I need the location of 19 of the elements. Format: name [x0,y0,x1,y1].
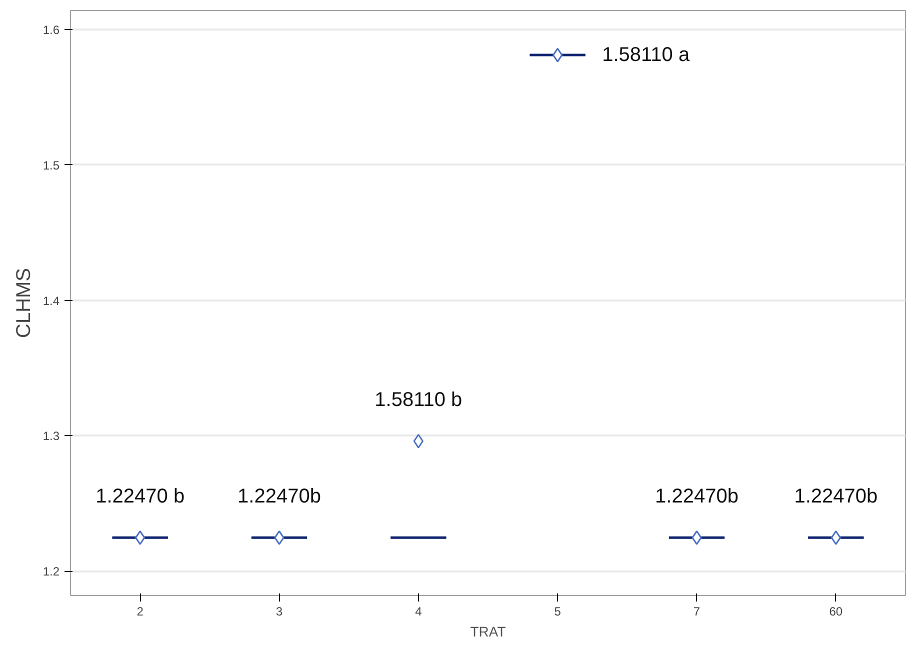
x-tick-label: 3 [276,604,283,618]
x-tick-label: 4 [415,604,422,618]
annotation: 1.22470 b [96,486,185,508]
x-tick-label: 60 [829,604,843,618]
y-tick-label: 1.4 [42,294,60,308]
annotation: 1.22470b [238,486,321,508]
x-tick-label: 2 [136,604,144,618]
annotation: 1.22470b [794,486,878,508]
annotation: 1.22470b [655,486,738,508]
y-tick-label: 1.2 [42,564,60,579]
x-tick-label: 5 [554,604,562,618]
annotation: 1.58110 b [374,389,462,412]
y-tick-label: 1.3 [42,429,60,444]
annotation: 1.58110 a [602,44,690,66]
y-axis-title: CLHMS [12,268,35,338]
x-tick-label: 7 [693,604,700,618]
x-axis-title: TRAT [470,624,506,640]
y-tick-label: 1.6 [42,22,60,37]
y-tick-label: 1.5 [42,158,60,172]
